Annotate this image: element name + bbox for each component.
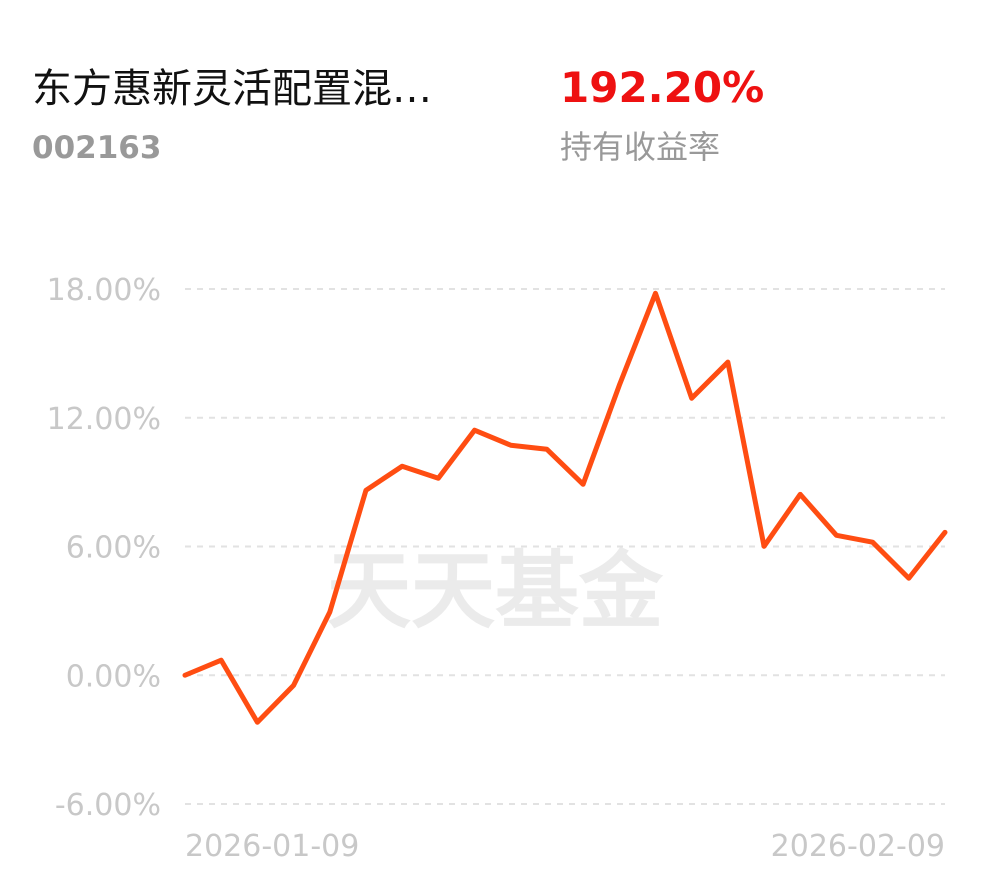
line-series — [182, 290, 948, 725]
fund-name[interactable]: 东方惠新灵活配置混… — [32, 66, 432, 112]
return-label: 持有收益率 — [560, 128, 720, 166]
y-tick-label: 18.00% — [47, 273, 161, 308]
return-value: 192.20% — [560, 63, 764, 112]
watermark: 天天基金 — [327, 542, 664, 640]
y-tick-label: 0.00% — [66, 659, 161, 694]
fund-code: 002163 — [32, 130, 161, 166]
x-tick-label: 2026-01-09 — [185, 829, 359, 864]
y-tick-label: 6.00% — [66, 531, 161, 566]
x-tick-label: 2026-02-09 — [771, 829, 945, 864]
y-tick-label: 12.00% — [47, 402, 161, 437]
y-tick-label: -6.00% — [55, 788, 161, 823]
